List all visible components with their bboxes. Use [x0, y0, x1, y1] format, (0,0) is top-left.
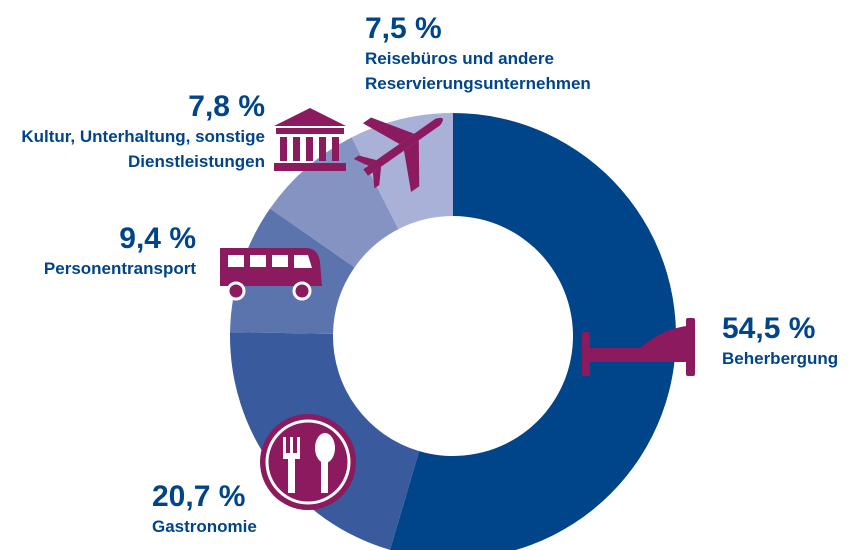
value-label: 20,7 %	[152, 480, 246, 513]
museum-icon	[274, 108, 346, 171]
label-group: 54,5 % Beherbergung	[722, 312, 857, 371]
plane-icon	[353, 117, 443, 193]
bed-icon	[582, 318, 695, 376]
category-label: Reisebüros und andere Reservierungsunter…	[365, 49, 591, 93]
category-label: Gastronomie	[152, 517, 257, 536]
label-group: 20,7 % Gastronomie	[152, 480, 312, 539]
value-label: 7,5 %	[365, 12, 442, 45]
category-label: Beherbergung	[722, 349, 839, 368]
category-label: Kultur, Unterhaltung, sonstige Dienstlei…	[21, 127, 265, 171]
cutlery-icon	[260, 414, 356, 510]
donut-slice	[351, 113, 453, 230]
value-label: 54,5 %	[722, 312, 816, 345]
label-group: 7,8 % Kultur, Unterhaltung, sonstige Die…	[5, 90, 265, 174]
bus-icon	[220, 248, 322, 301]
donut-slice	[390, 113, 676, 550]
value-label: 9,4 %	[119, 222, 196, 255]
value-label: 7,8 %	[188, 90, 265, 123]
label-group: 7,5 % Reisebüros und andere Reservierung…	[365, 12, 635, 96]
label-group: 9,4 % Personentransport	[0, 222, 196, 281]
category-label: Personentransport	[43, 259, 196, 278]
icons	[220, 108, 695, 510]
